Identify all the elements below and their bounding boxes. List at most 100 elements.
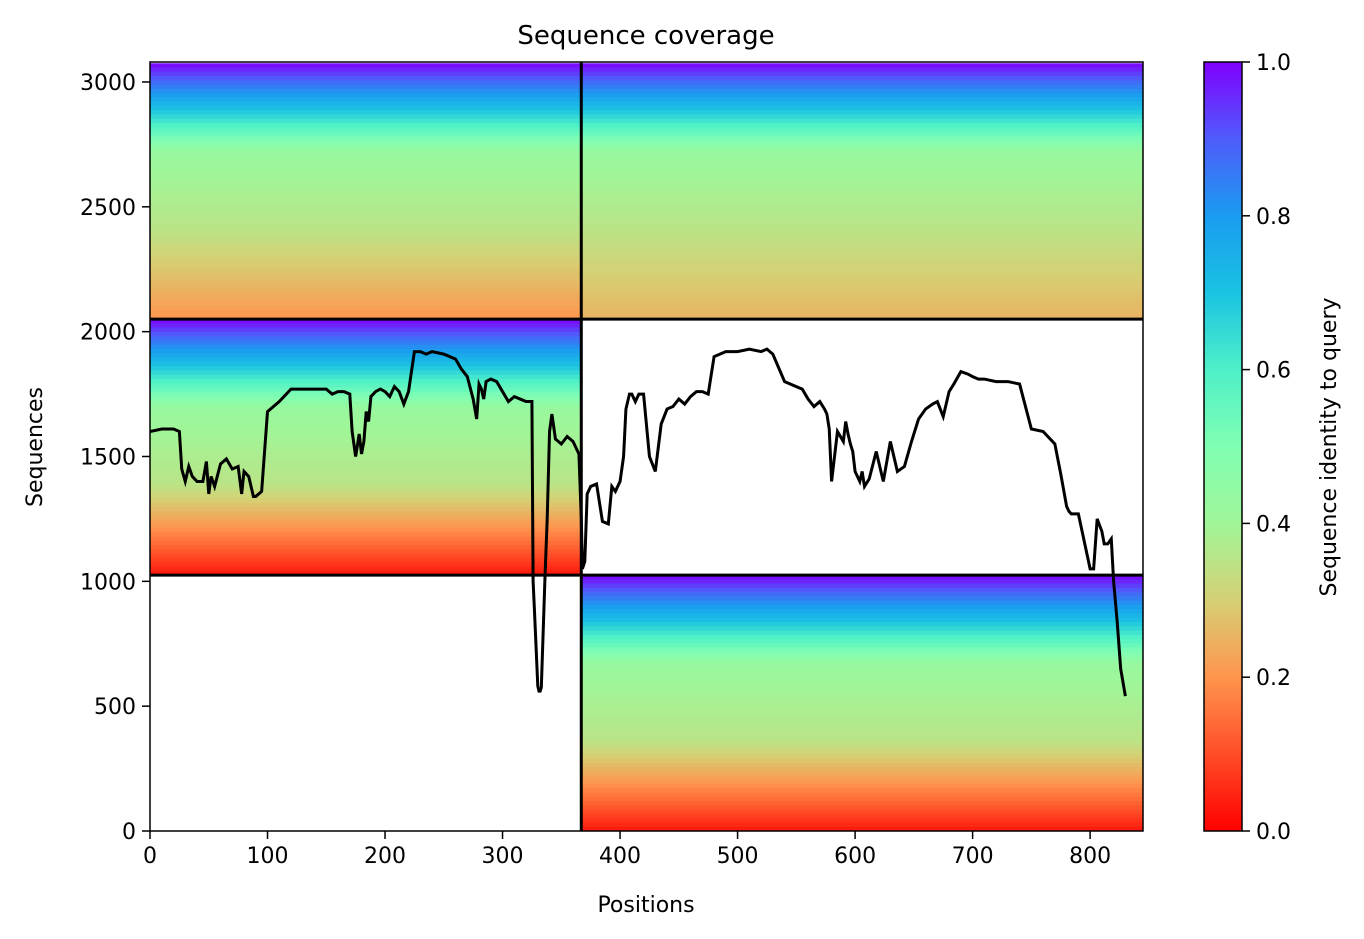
msa-band (150, 532, 582, 538)
msa-band (150, 391, 582, 397)
msa-band (581, 813, 1143, 819)
x-tick-label: 800 (1069, 844, 1111, 869)
msa-band (150, 545, 582, 551)
msa-band (581, 157, 1143, 162)
msa-band (150, 468, 582, 474)
msa-band (581, 690, 1143, 696)
msa-band (150, 242, 582, 248)
msa-band (150, 476, 582, 482)
msa-band (150, 378, 582, 384)
msa-band (581, 639, 1143, 644)
y-tick-label: 2500 (80, 196, 136, 221)
msa-band (150, 67, 582, 73)
msa-band (581, 698, 1143, 704)
msa-band (150, 229, 582, 235)
msa-band (150, 76, 582, 81)
msa-band (581, 195, 1143, 201)
msa-band (581, 724, 1143, 730)
msa-band (150, 455, 582, 461)
msa-band (150, 536, 582, 542)
msa-band (150, 122, 582, 128)
msa-band (581, 169, 1143, 175)
x-tick-label: 300 (482, 844, 524, 869)
msa-band (581, 276, 1143, 282)
x-tick-label: 700 (952, 844, 994, 869)
msa-band (150, 302, 582, 307)
msa-band (150, 280, 582, 286)
msa-band (150, 515, 582, 521)
colorbar-tick-label: 0.4 (1256, 512, 1291, 537)
msa-band (581, 660, 1143, 666)
msa-band (150, 84, 582, 90)
msa-band (581, 651, 1143, 657)
msa-band (150, 293, 582, 299)
msa-band (150, 114, 582, 120)
msa-band (581, 63, 1143, 69)
msa-band (150, 174, 582, 180)
msa-band (150, 93, 582, 98)
msa-band (150, 165, 582, 171)
msa-band (150, 246, 582, 252)
msa-band (150, 400, 582, 406)
msa-band (581, 592, 1143, 598)
msa-band (581, 161, 1143, 167)
msa-band (150, 263, 582, 269)
msa-band (150, 566, 582, 572)
msa-band (581, 293, 1143, 299)
plot-frame (149, 61, 1144, 832)
msa-band (581, 306, 1143, 312)
msa-band (581, 711, 1143, 717)
msa-band (150, 357, 582, 363)
x-axis-label: Positions (597, 893, 694, 918)
msa-band (150, 485, 582, 491)
msa-band (150, 553, 582, 559)
msa-band (150, 144, 582, 150)
msa-band (150, 528, 582, 534)
msa-band (150, 447, 582, 452)
msa-band (581, 105, 1143, 111)
msa-band (581, 609, 1143, 615)
coverage-line (150, 347, 1127, 697)
msa-band (581, 677, 1143, 683)
msa-band (581, 127, 1143, 133)
msa-band (581, 579, 1143, 585)
msa-band (581, 745, 1143, 751)
msa-band (150, 276, 582, 282)
msa-band (581, 809, 1143, 815)
msa-band (581, 208, 1143, 214)
x-tick-label: 600 (834, 844, 876, 869)
msa-band (581, 771, 1143, 777)
msa-band (581, 114, 1143, 120)
x-tick-label: 0 (143, 844, 157, 869)
msa-band (581, 186, 1143, 192)
msa-band (581, 255, 1143, 261)
msa-band (150, 140, 582, 145)
msa-band (581, 297, 1143, 303)
msa-band (581, 732, 1143, 738)
msa-band (581, 587, 1143, 593)
msa-band (150, 310, 582, 316)
msa-band (150, 169, 582, 175)
msa-band (581, 178, 1143, 184)
msa-band (581, 101, 1143, 107)
plot-area: 0 100 200 300 400 500 600 700 800 0 500 1000 1500 20… (80, 61, 1144, 869)
msa-band (581, 259, 1143, 265)
colorbar-scale (1203, 61, 1243, 832)
msa-band (150, 344, 582, 350)
msa-band (150, 297, 582, 303)
msa-band (581, 694, 1143, 700)
msa-band (150, 255, 582, 261)
msa-band (581, 681, 1143, 687)
msa-band (581, 762, 1143, 768)
msa-band (581, 67, 1143, 73)
msa-band (150, 285, 582, 290)
msa-band (150, 80, 582, 86)
msa-band (150, 259, 582, 265)
msa-band (581, 135, 1143, 141)
y-tick-label: 0 (122, 820, 136, 845)
msa-band (581, 801, 1143, 807)
msa-band (150, 212, 582, 218)
msa-band (581, 604, 1143, 610)
msa-block (581, 575, 1143, 831)
